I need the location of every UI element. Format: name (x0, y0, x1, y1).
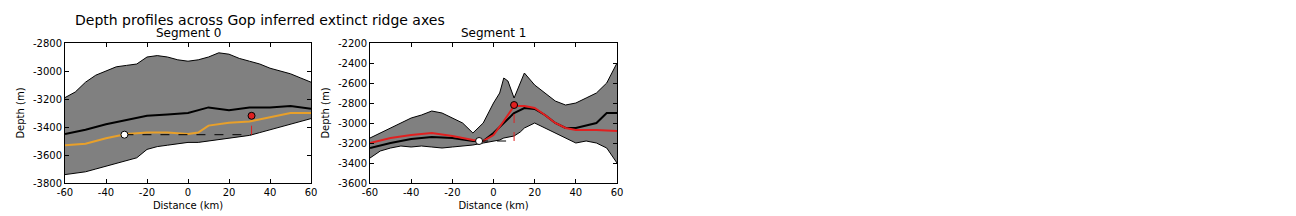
svg-text:Depth (m): Depth (m) (320, 87, 331, 138)
svg-text:Segment 0: Segment 0 (156, 26, 221, 40)
svg-text:-2200: -2200 (338, 38, 367, 49)
svg-text:0: 0 (490, 187, 496, 198)
svg-text:-3600: -3600 (338, 178, 367, 189)
svg-text:-20: -20 (139, 187, 155, 198)
svg-text:-3000: -3000 (338, 118, 367, 129)
svg-text:-60: -60 (362, 187, 378, 198)
svg-text:-3400: -3400 (33, 122, 62, 133)
svg-text:-3000: -3000 (33, 66, 62, 77)
svg-text:20: 20 (223, 187, 236, 198)
svg-text:-2600: -2600 (338, 78, 367, 89)
svg-text:-3800: -3800 (33, 178, 62, 189)
svg-text:-20: -20 (444, 187, 460, 198)
svg-text:-40: -40 (98, 187, 114, 198)
svg-text:-2800: -2800 (338, 98, 367, 109)
svg-text:-3600: -3600 (33, 150, 62, 161)
svg-text:40: 40 (264, 187, 277, 198)
svg-text:-2800: -2800 (33, 38, 62, 49)
svg-text:-3200: -3200 (338, 138, 367, 149)
svg-text:-3200: -3200 (33, 94, 62, 105)
svg-text:-40: -40 (403, 187, 419, 198)
svg-text:Depth (m): Depth (m) (15, 87, 26, 138)
svg-text:-60: -60 (57, 187, 73, 198)
svg-text:-3400: -3400 (338, 158, 367, 169)
svg-text:Segment 1: Segment 1 (461, 26, 526, 40)
svg-text:0: 0 (185, 187, 191, 198)
svg-text:-2400: -2400 (338, 58, 367, 69)
svg-text:20: 20 (528, 187, 541, 198)
svg-text:60: 60 (611, 187, 624, 198)
svg-text:Depth profiles across Gop infe: Depth profiles across Gop inferred extin… (75, 12, 445, 28)
svg-text:60: 60 (305, 187, 318, 198)
svg-text:Distance (km): Distance (km) (153, 200, 223, 211)
svg-text:40: 40 (569, 187, 582, 198)
svg-text:Distance (km): Distance (km) (458, 200, 528, 211)
